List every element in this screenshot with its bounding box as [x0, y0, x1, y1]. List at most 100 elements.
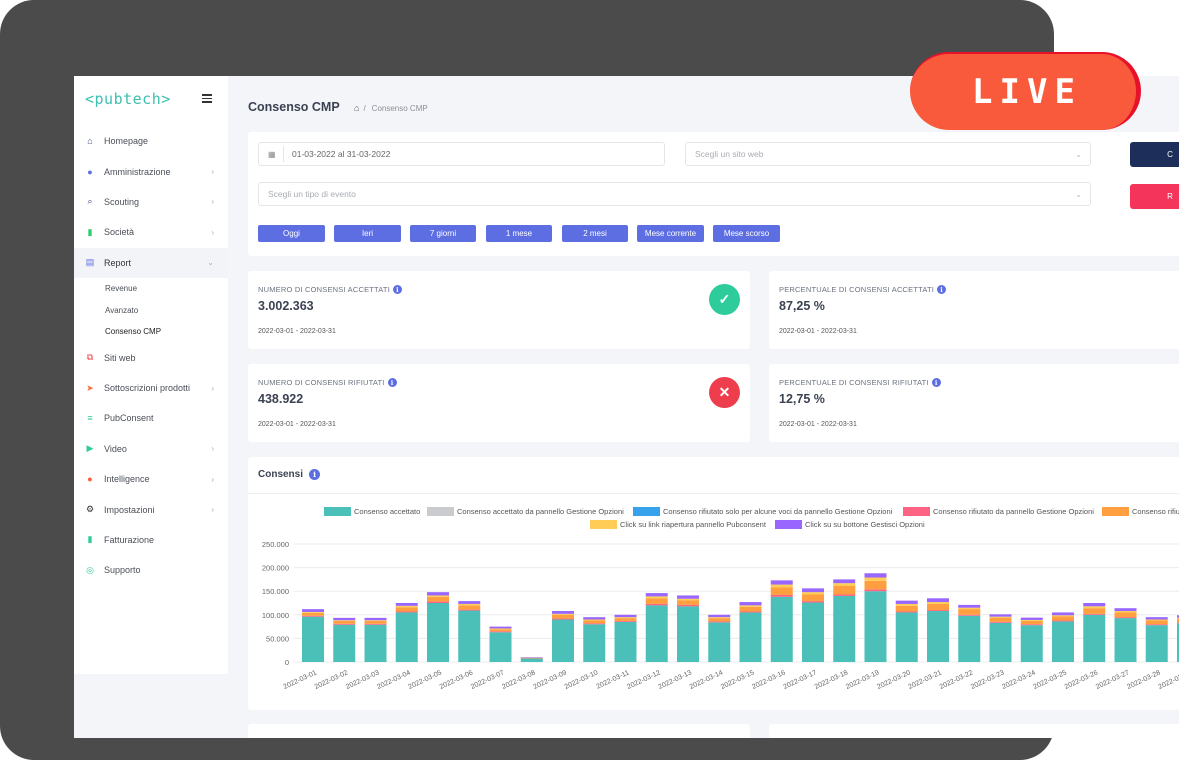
quick-yesterday-button[interactable]: Ieri — [334, 225, 401, 242]
bar-segment[interactable] — [1145, 624, 1168, 626]
bar-segment[interactable] — [864, 591, 887, 662]
bar-segment[interactable] — [895, 605, 918, 612]
bar-segment[interactable] — [458, 609, 481, 611]
date-range-input[interactable]: ▦ 01-03-2022 al 31-03-2022 — [258, 142, 665, 166]
info-icon[interactable]: i — [931, 378, 941, 387]
bar-segment[interactable] — [770, 596, 793, 662]
sidebar-item-report[interactable]: ▤ Report ⌄ — [74, 247, 228, 278]
bar-segment[interactable] — [645, 593, 668, 597]
bar-segment[interactable] — [645, 596, 668, 599]
bar-segment[interactable] — [1052, 612, 1074, 616]
bar-segment[interactable] — [1177, 618, 1179, 623]
sidebar-item-video[interactable]: ▶ Video › — [74, 434, 228, 464]
bar-segment[interactable] — [489, 628, 512, 630]
bar-segment[interactable] — [302, 615, 324, 617]
bar-segment[interactable] — [802, 602, 824, 662]
bar-segment[interactable] — [614, 617, 637, 619]
quick-today-button[interactable]: Oggi — [258, 225, 325, 242]
bar-segment[interactable] — [520, 658, 543, 662]
info-icon[interactable]: i — [387, 378, 397, 387]
bar-segment[interactable] — [458, 610, 481, 662]
bar-segment[interactable] — [989, 614, 1012, 617]
bar-segment[interactable] — [1052, 616, 1074, 621]
sidebar-subitem-consenso-cmp[interactable]: Consenso CMP — [105, 327, 162, 337]
bar-segment[interactable] — [958, 607, 981, 610]
sidebar-subitem-revenue[interactable]: Revenue — [105, 284, 138, 294]
bar-segment[interactable] — [864, 577, 887, 581]
bar-segment[interactable] — [489, 629, 512, 632]
bar-segment[interactable] — [302, 611, 324, 613]
bar-segment[interactable] — [1177, 623, 1179, 662]
bar-segment[interactable] — [302, 616, 324, 662]
bar-segment[interactable] — [458, 603, 481, 606]
bar-segment[interactable] — [364, 620, 387, 621]
info-icon[interactable]: i — [309, 469, 321, 480]
legend-item[interactable]: Consenso accettato — [324, 507, 420, 516]
bar-segment[interactable] — [645, 603, 668, 606]
bar-segment[interactable] — [1052, 620, 1074, 622]
bar-segment[interactable] — [552, 613, 574, 615]
legend-item[interactable]: Consenso rifiu — [1102, 507, 1179, 516]
bar-segment[interactable] — [989, 617, 1012, 622]
quick-last-month-button[interactable]: Mese scorso — [713, 225, 780, 242]
bar-segment[interactable] — [364, 617, 387, 621]
bar-segment[interactable] — [895, 603, 918, 606]
bar-segment[interactable] — [677, 595, 699, 599]
bar-segment[interactable] — [1177, 615, 1179, 618]
bar-segment[interactable] — [458, 605, 481, 610]
bar-segment[interactable] — [739, 602, 762, 606]
bar-segment[interactable] — [364, 620, 387, 624]
bar-segment[interactable] — [708, 617, 731, 619]
bar-segment[interactable] — [1145, 625, 1168, 662]
sidebar-item-supporto[interactable]: ◎ Supporto — [74, 555, 228, 585]
bar-segment[interactable] — [958, 614, 981, 616]
bar-segment[interactable] — [552, 618, 574, 620]
bar-segment[interactable] — [427, 601, 449, 603]
bar-segment[interactable] — [489, 632, 512, 662]
bar-segment[interactable] — [1083, 614, 1106, 662]
bar-segment[interactable] — [958, 609, 981, 615]
bar-segment[interactable] — [364, 624, 387, 662]
bar-segment[interactable] — [489, 626, 512, 629]
bar-segment[interactable] — [864, 573, 887, 578]
bar-segment[interactable] — [1083, 608, 1106, 614]
submit-button[interactable]: C — [1130, 142, 1179, 167]
bar-segment[interactable] — [739, 606, 762, 612]
bar-segment[interactable] — [833, 586, 856, 595]
bar-segment[interactable] — [333, 617, 356, 621]
bar-segment[interactable] — [489, 631, 512, 633]
bar-segment[interactable] — [583, 619, 606, 621]
legend-item[interactable]: Click su link riapertura pannello Pubcon… — [590, 520, 766, 529]
bar-segment[interactable] — [520, 657, 543, 659]
bar-segment[interactable] — [739, 611, 762, 613]
bar-segment[interactable] — [802, 601, 824, 603]
bar-segment[interactable] — [927, 611, 949, 662]
bar-segment[interactable] — [1145, 620, 1168, 625]
bar-segment[interactable] — [708, 618, 731, 622]
bar-segment[interactable] — [770, 584, 793, 588]
bar-segment[interactable] — [583, 617, 606, 620]
bar-segment[interactable] — [1114, 612, 1137, 618]
bar-segment[interactable] — [1114, 608, 1137, 612]
quick-7days-button[interactable]: 7 giorni — [410, 225, 476, 242]
sidebar-item-pubconsent[interactable]: ≡ PubConsent — [74, 403, 228, 433]
bar-segment[interactable] — [614, 618, 637, 621]
sidebar-item-fatturazione[interactable]: ▮ Fatturazione — [74, 525, 228, 555]
bar-segment[interactable] — [1020, 625, 1043, 662]
bar-segment[interactable] — [927, 602, 949, 604]
reset-button[interactable]: R — [1130, 184, 1179, 209]
bar-segment[interactable] — [677, 606, 699, 662]
bar-segment[interactable] — [739, 605, 762, 607]
bar-segment[interactable] — [1052, 615, 1074, 617]
bar-segment[interactable] — [552, 611, 574, 614]
bar-segment[interactable] — [645, 598, 668, 604]
bar-segment[interactable] — [708, 614, 731, 618]
bar-segment[interactable] — [927, 610, 949, 612]
bar-segment[interactable] — [552, 619, 574, 662]
bar-segment[interactable] — [802, 594, 824, 602]
bar-segment[interactable] — [583, 623, 606, 625]
quick-current-month-button[interactable]: Mese corrente — [637, 225, 704, 242]
sidebar-item-amministrazione[interactable]: ● Amministrazione › — [74, 156, 228, 186]
bar-segment[interactable] — [333, 623, 356, 625]
sidebar-item-impostazioni[interactable]: ⚙ Impostazioni › — [74, 494, 228, 524]
